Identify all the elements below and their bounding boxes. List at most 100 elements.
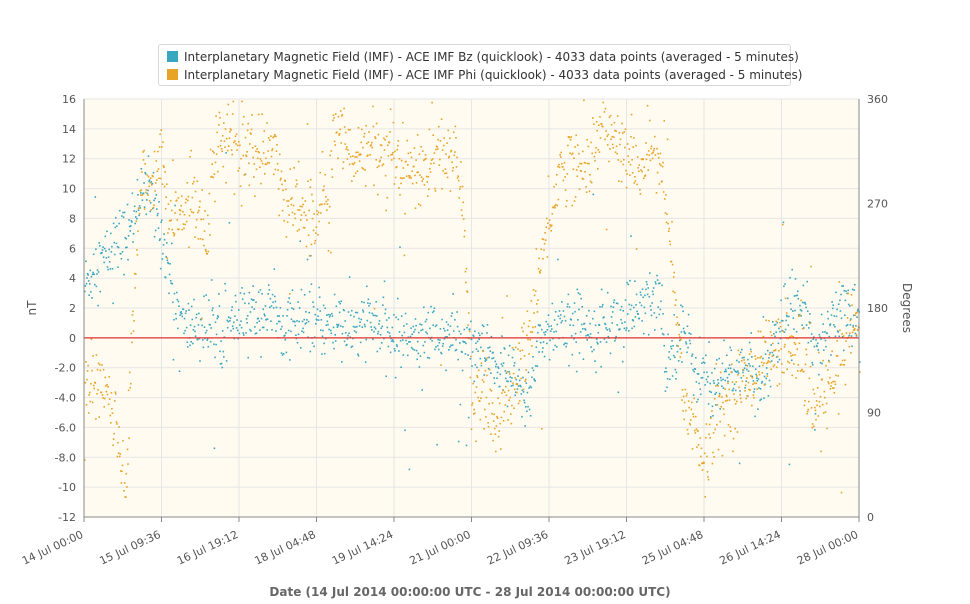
bz-point	[467, 354, 469, 356]
phi-point	[170, 219, 172, 221]
bz-point	[789, 277, 791, 279]
phi-point	[239, 144, 241, 147]
bz-point	[659, 308, 662, 311]
bz-point	[179, 314, 181, 316]
phi-point	[667, 230, 670, 232]
phi-point	[307, 180, 309, 182]
bz-point	[257, 291, 260, 293]
phi-point	[384, 139, 386, 141]
bz-point	[218, 293, 220, 295]
bz-point	[433, 310, 435, 312]
phi-point	[279, 153, 281, 156]
phi-point	[823, 412, 825, 414]
phi-point	[605, 228, 608, 231]
phi-point	[784, 297, 787, 300]
phi-point	[538, 257, 540, 260]
series-bz-points	[84, 152, 861, 471]
phi-point	[572, 168, 575, 171]
phi-point	[409, 175, 411, 177]
phi-point	[372, 105, 374, 108]
legend-item-bz[interactable]: Interplanetary Magnetic Field (IMF) - AC…	[167, 48, 799, 66]
phi-point	[328, 205, 331, 208]
phi-point	[367, 141, 370, 143]
phi-point	[613, 121, 616, 124]
bz-point	[809, 313, 811, 315]
bz-point	[449, 325, 452, 327]
bz-point	[130, 225, 132, 227]
phi-point	[209, 148, 212, 151]
bz-point	[313, 336, 316, 338]
phi-point	[427, 176, 430, 178]
bz-point	[254, 332, 257, 335]
bz-point	[651, 302, 653, 304]
phi-point	[344, 143, 346, 145]
phi-point	[314, 239, 317, 242]
phi-point	[323, 185, 325, 188]
bz-point	[667, 356, 670, 359]
phi-point	[677, 345, 679, 347]
phi-point	[239, 185, 242, 187]
phi-point	[86, 378, 88, 381]
bz-point	[691, 355, 693, 357]
legend-item-phi[interactable]: Interplanetary Magnetic Field (IMF) - AC…	[167, 66, 802, 84]
bz-point	[592, 193, 595, 196]
bz-point	[801, 324, 803, 326]
bz-point	[738, 462, 741, 465]
phi-point	[130, 382, 132, 385]
bz-point	[408, 341, 410, 343]
phi-point	[547, 222, 549, 224]
bz-point	[216, 317, 218, 320]
bz-point	[847, 303, 850, 306]
phi-point	[573, 200, 576, 202]
phi-point	[291, 197, 293, 199]
bz-point	[685, 341, 687, 343]
phi-point	[462, 201, 464, 204]
bz-point	[303, 294, 306, 296]
bz-point	[277, 320, 280, 323]
bz-point	[769, 385, 772, 388]
bz-point	[300, 288, 303, 291]
bz-point	[707, 403, 710, 405]
phi-point	[147, 175, 150, 178]
bz-point	[777, 342, 780, 345]
bz-point	[391, 326, 394, 329]
phi-point	[202, 218, 205, 221]
bz-point	[774, 335, 776, 338]
phi-point	[624, 146, 626, 149]
bz-point	[839, 299, 841, 302]
phi-point	[466, 290, 468, 292]
phi-point	[656, 171, 659, 174]
phi-point	[727, 382, 729, 384]
bz-point	[803, 327, 805, 329]
bz-point	[687, 313, 690, 316]
phi-point	[225, 181, 227, 184]
phi-point	[281, 183, 283, 186]
phi-point	[709, 437, 711, 439]
y-right-tick-label: 270	[867, 198, 888, 211]
bz-point	[800, 315, 802, 317]
phi-point	[691, 448, 694, 450]
phi-point	[685, 409, 687, 412]
bz-point	[189, 324, 192, 326]
bz-point	[243, 334, 245, 336]
bz-point	[214, 321, 217, 324]
bz-point	[770, 344, 772, 346]
phi-point	[283, 220, 285, 222]
bz-point	[426, 356, 429, 359]
phi-point	[619, 143, 621, 146]
bz-point	[536, 340, 538, 343]
phi-point	[185, 220, 188, 223]
bz-point	[649, 272, 651, 274]
bz-point	[265, 318, 268, 321]
phi-point	[438, 125, 440, 128]
phi-point	[817, 415, 820, 417]
bz-point	[219, 363, 222, 365]
y-left-tick-label: 14	[62, 123, 76, 136]
phi-point	[213, 173, 216, 175]
phi-point	[814, 409, 817, 412]
bz-point	[650, 309, 652, 311]
phi-point	[295, 179, 298, 182]
bz-point	[481, 324, 484, 326]
bz-point	[87, 274, 89, 276]
bz-point	[517, 385, 520, 387]
